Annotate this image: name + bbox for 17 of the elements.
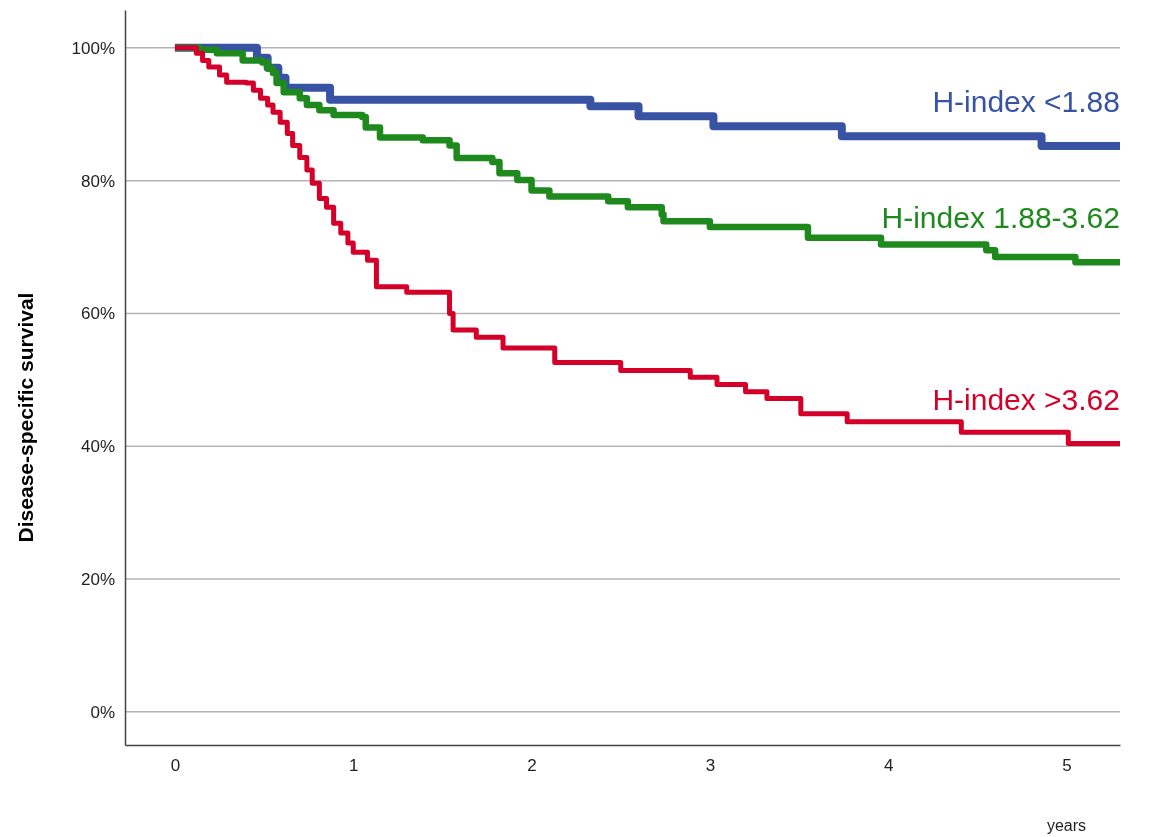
x-tick-label: 5: [1062, 756, 1072, 776]
x-tick-label: 2: [527, 756, 537, 776]
series-label: H-index >3.62: [932, 382, 1120, 416]
y-tick-label: 40%: [80, 437, 115, 457]
series-label: H-index 1.88-3.62: [881, 201, 1120, 235]
x-tick-label: 1: [349, 756, 359, 776]
y-tick-label: 0%: [90, 702, 115, 722]
y-tick-label: 80%: [80, 171, 115, 191]
y-tick-label: 20%: [80, 569, 115, 589]
x-axis-title: years: [1046, 817, 1087, 834]
y-tick-label: 60%: [80, 304, 115, 324]
x-tick-label: 4: [883, 756, 894, 776]
y-tick-label: 100%: [71, 38, 115, 58]
x-tick-label: 3: [705, 756, 716, 776]
series-label: H-index <1.88: [932, 85, 1120, 119]
x-tick-label: 0: [170, 756, 181, 776]
y-axis-title: Disease-specific survival: [14, 292, 37, 543]
